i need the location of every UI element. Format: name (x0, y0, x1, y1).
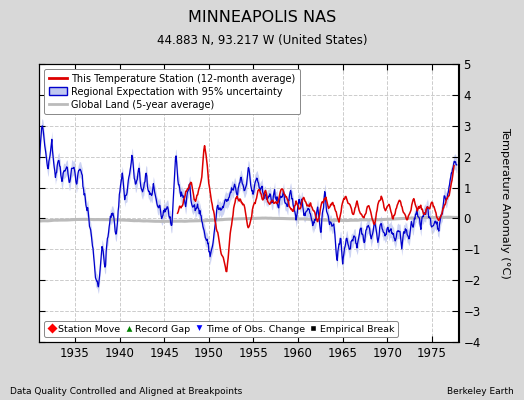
Text: 44.883 N, 93.217 W (United States): 44.883 N, 93.217 W (United States) (157, 34, 367, 47)
Y-axis label: Temperature Anomaly (°C): Temperature Anomaly (°C) (500, 127, 510, 279)
Legend: Station Move, Record Gap, Time of Obs. Change, Empirical Break: Station Move, Record Gap, Time of Obs. C… (44, 321, 398, 337)
Text: Data Quality Controlled and Aligned at Breakpoints: Data Quality Controlled and Aligned at B… (10, 387, 243, 396)
Text: MINNEAPOLIS NAS: MINNEAPOLIS NAS (188, 10, 336, 25)
Text: Berkeley Earth: Berkeley Earth (447, 387, 514, 396)
